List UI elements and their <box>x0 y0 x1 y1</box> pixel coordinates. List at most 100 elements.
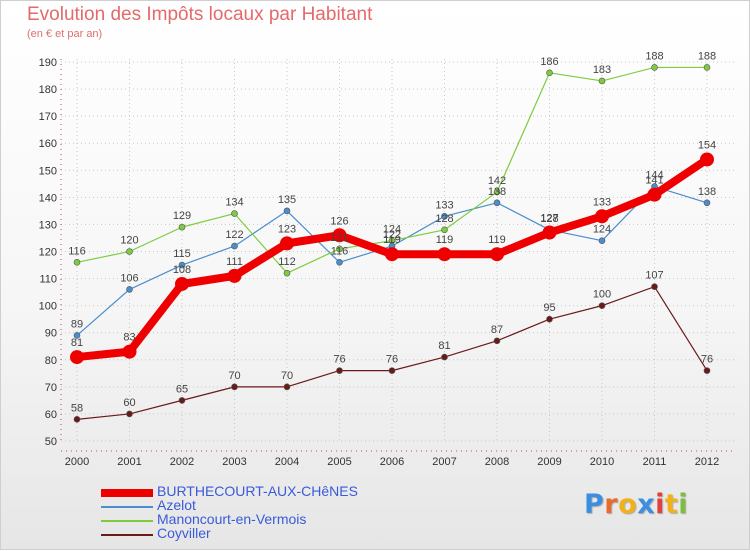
data-label-0-2002: 108 <box>173 264 191 276</box>
data-label-0-2006: 119 <box>383 234 401 246</box>
point-0-2007 <box>437 247 452 262</box>
data-label-0-2005: 126 <box>330 215 348 227</box>
data-label-1-2002: 115 <box>173 248 191 260</box>
legend-label-2: Manoncourt-en-Vermois <box>157 511 307 527</box>
legend-swatch-2 <box>101 520 153 522</box>
point-1-2008 <box>493 199 501 207</box>
point-0-2004 <box>280 236 294 251</box>
data-label-3-2002: 65 <box>176 383 188 395</box>
data-label-3-2012: 76 <box>701 354 713 366</box>
chart-title: Evolution des Impôts locaux par Habitant <box>27 4 373 25</box>
data-label-3-2006: 76 <box>386 354 398 366</box>
data-label-3-2007: 81 <box>438 340 450 352</box>
point-3-2009 <box>546 315 553 323</box>
data-label-2-2007: 128 <box>435 213 453 225</box>
data-label-1-2006: 122 <box>383 229 401 241</box>
x-tick-label-2005: 2005 <box>327 456 351 468</box>
x-tick-label-2003: 2003 <box>222 456 246 468</box>
data-label-2-2006: 124 <box>383 224 401 236</box>
point-1-2012 <box>703 199 711 207</box>
legend-swatch-1 <box>101 506 153 508</box>
point-0-2002 <box>175 276 189 291</box>
data-label-1-2008: 138 <box>488 186 506 198</box>
data-label-0-2004: 123 <box>278 223 296 235</box>
data-label-1-2005: 116 <box>331 245 349 257</box>
data-label-2-2005: 121 <box>330 232 348 244</box>
y-tick-label-80: 80 <box>45 355 57 367</box>
logo-letter-6: i <box>678 489 689 520</box>
axes <box>60 59 736 452</box>
point-3-2005 <box>336 367 343 374</box>
point-0-2005 <box>332 228 347 243</box>
legend-label-1: Azelot <box>157 497 196 513</box>
point-0-2012 <box>700 152 714 167</box>
point-2-2003 <box>231 210 238 217</box>
y-tick-label-170: 170 <box>39 111 57 123</box>
data-label-2-2003: 134 <box>225 197 243 209</box>
x-tick-label-2000: 2000 <box>65 456 89 468</box>
x-tick-label-2006: 2006 <box>380 456 404 468</box>
data-label-1-2004: 135 <box>278 194 296 206</box>
data-label-0-2007: 119 <box>436 234 454 246</box>
data-label-1-2007: 133 <box>435 199 453 211</box>
logo-letter-1: r <box>604 489 619 520</box>
data-label-0-2003: 111 <box>226 256 243 268</box>
logo-letter-3: x <box>637 489 656 520</box>
x-tick-label-2002: 2002 <box>170 456 194 468</box>
point-2-2005 <box>336 245 343 253</box>
y-tick-label-140: 140 <box>39 192 57 204</box>
point-0-2006 <box>385 247 399 262</box>
y-tick-label-70: 70 <box>45 382 57 394</box>
gridlines <box>61 59 736 442</box>
data-label-2-2010: 183 <box>593 64 611 76</box>
point-1-2007 <box>441 213 448 220</box>
point-1-2002 <box>178 261 186 269</box>
y-tick-label-160: 160 <box>39 138 57 150</box>
y-axis-ticks: 50 60 70 80 90 100 110 120 130 140 150 160 170 180 190 <box>39 57 57 448</box>
x-tick-label-2007: 2007 <box>432 456 456 468</box>
proxiti-logo: Proxiti <box>584 489 688 520</box>
x-tick-label-2010: 2010 <box>590 456 614 468</box>
point-3-2000 <box>73 416 81 423</box>
point-2-2001 <box>126 248 133 255</box>
point-2-2000 <box>73 259 81 266</box>
data-label-3-2010: 100 <box>593 289 611 301</box>
data-label-2-2001: 120 <box>120 235 138 247</box>
data-label-3-2003: 70 <box>228 370 240 382</box>
x-tick-label-2001: 2001 <box>117 456 141 468</box>
data-label-3-2008: 87 <box>491 324 503 336</box>
data-label-0-2010: 133 <box>593 196 611 208</box>
data-label-0-2009: 127 <box>540 213 558 225</box>
data-label-3-2000: 58 <box>71 402 83 414</box>
y-tick-label-130: 130 <box>39 219 57 231</box>
point-3-2002 <box>178 397 186 404</box>
logo-letter-5: t <box>664 489 679 520</box>
y-tick-label-90: 90 <box>45 328 57 340</box>
data-label-0-2011: 141 <box>645 175 663 187</box>
point-3-2011 <box>651 283 658 290</box>
data-label-0-2000: 81 <box>71 337 83 349</box>
data-label-0-2008: 119 <box>488 234 506 246</box>
point-1-2010 <box>598 237 606 244</box>
point-2-2010 <box>598 77 606 85</box>
data-label-1-2001: 106 <box>120 272 138 284</box>
data-label-0-2012: 154 <box>698 139 716 151</box>
point-3-2001 <box>126 410 133 418</box>
point-2-2008 <box>493 188 501 196</box>
point-3-2008 <box>493 337 501 345</box>
data-label-3-2004: 70 <box>281 370 293 382</box>
point-1-2000 <box>73 332 81 339</box>
point-0-2003 <box>227 268 242 283</box>
point-2-2009 <box>546 69 553 77</box>
y-tick-label-110: 110 <box>39 274 57 286</box>
x-tick-label-2012: 2012 <box>695 456 719 468</box>
y-tick-label-180: 180 <box>39 84 57 96</box>
data-label-1-2012: 138 <box>698 186 716 198</box>
data-labels: 81 83 108 111 123 126 119 119 119 127 133 141 154 89 1… <box>68 50 716 414</box>
series-3 <box>73 283 711 423</box>
y-tick-label-100: 100 <box>39 301 57 313</box>
data-label-1-2003: 122 <box>225 229 243 241</box>
data-label-2-2002: 129 <box>173 210 191 222</box>
